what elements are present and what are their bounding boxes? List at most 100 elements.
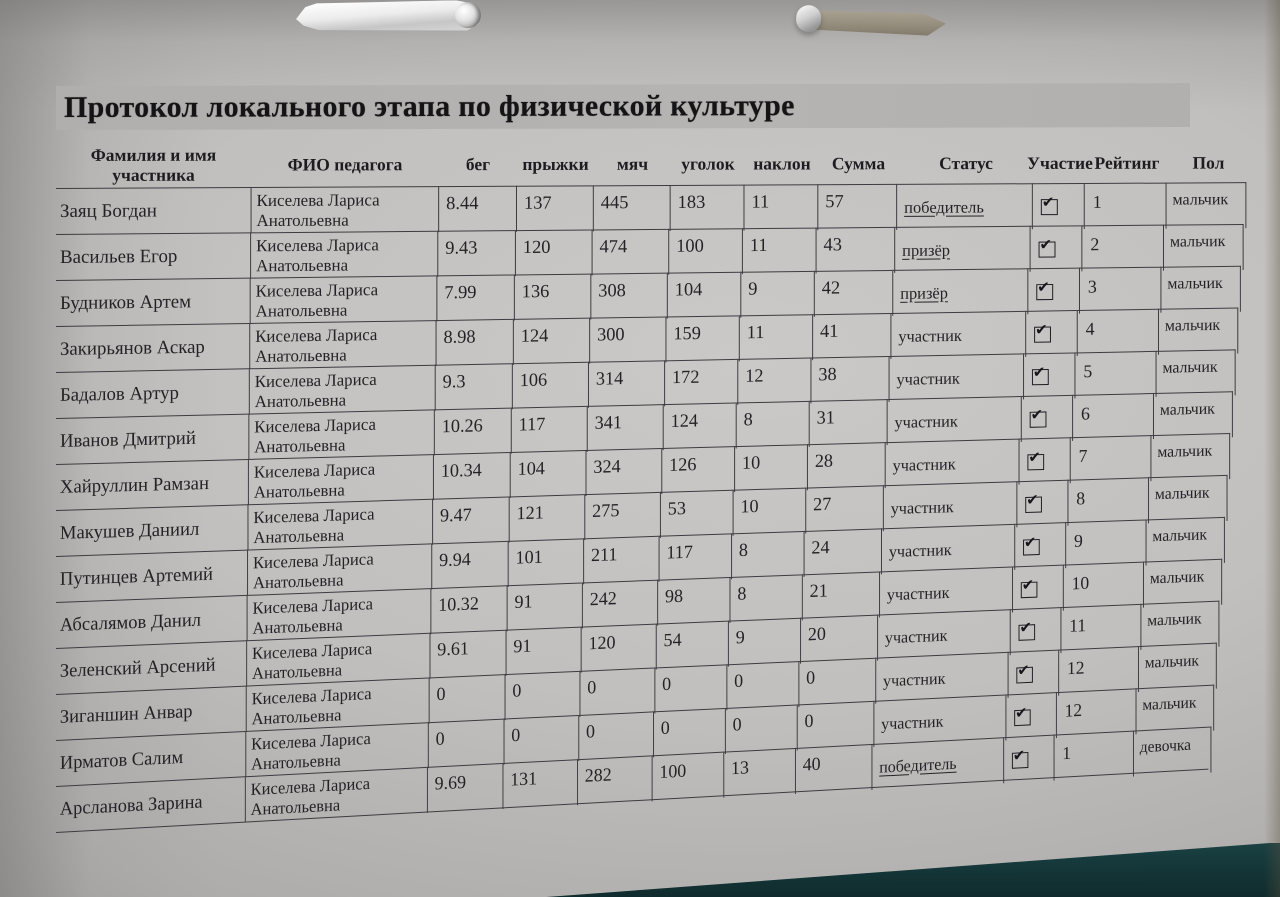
teacher-name: Киселева Лариса Анатольевна (254, 414, 376, 456)
sum-cell: 42 (813, 269, 893, 317)
jumps-cell: 101 (507, 538, 584, 587)
participant-name-cell: Васильев Егор (56, 232, 251, 280)
corner-value: 126 (669, 455, 697, 476)
bend-cell: 9 (727, 617, 801, 667)
teacher-cell: Киселева Лариса Анатольевна (250, 230, 438, 279)
run-value: 9.47 (439, 505, 472, 527)
gender-cell: мальчик (1157, 307, 1239, 355)
status-text: участник (892, 453, 956, 475)
rating-value: 1 (1062, 742, 1071, 764)
ball-value: 314 (595, 369, 624, 390)
teacher-name: Киселева Лариса Анатольевна (252, 549, 374, 592)
sum-cell: 27 (805, 485, 883, 534)
binder-clip-right (795, 4, 946, 43)
participant-name-cell: Макушев Даниил (56, 504, 248, 556)
run-value: 9.3 (442, 372, 466, 393)
document-title-bar: Протокол локального этапа по физической … (56, 83, 1190, 130)
checkbox-checked-icon: ✔ (1018, 618, 1036, 641)
rating-cell: 4 (1076, 308, 1158, 357)
participation-cell: ✔ (1011, 564, 1063, 613)
checkbox-checked-icon: ✔ (1040, 193, 1058, 215)
participation-cell: ✔ (1016, 479, 1068, 528)
jumps-value: 0 (512, 681, 522, 702)
participant-name-cell: Заяц Богдан (56, 187, 251, 234)
sum-value: 0 (806, 668, 816, 689)
status-cell: призёр (892, 268, 1028, 316)
participant-name-cell: Бадалов Артур (56, 368, 249, 418)
ball-cell: 300 (589, 316, 666, 364)
run-value: 10.26 (441, 416, 483, 438)
bend-value: 11 (749, 235, 768, 257)
participation-cell: ✔ (1018, 437, 1070, 485)
teacher-name: Киселева Лариса Анатольевна (251, 683, 372, 728)
sum-cell: 43 (815, 226, 895, 274)
column-header-label: Рейтинг (1094, 152, 1160, 173)
bend-value: 8 (743, 410, 753, 431)
jumps-cell: 0 (503, 715, 579, 765)
sum-value: 21 (809, 581, 828, 603)
status-cell: участник (888, 353, 1024, 403)
participant-name: Будников Артем (59, 290, 192, 314)
bend-cell: 0 (726, 661, 799, 711)
ball-cell: 474 (591, 228, 669, 276)
bend-cell: 8 (731, 530, 804, 580)
bend-cell: 10 (734, 444, 807, 493)
sum-value: 40 (802, 754, 821, 776)
jumps-cell: 117 (510, 405, 587, 454)
column-header-8: Статус (898, 140, 1034, 186)
check-mark-icon: ✔ (1024, 532, 1037, 552)
participation-cell: ✔ (1014, 522, 1066, 570)
ball-cell: 445 (592, 185, 670, 232)
bend-value: 11 (746, 322, 765, 344)
jumps-cell: 124 (512, 317, 590, 365)
status-text: победитель (879, 753, 957, 777)
participant-name-cell: Абсалямов Данил (56, 594, 247, 648)
sum-cell: 21 (801, 571, 880, 621)
status-text: участник (883, 668, 946, 690)
jumps-cell: 137 (515, 185, 593, 232)
status-text: участник (888, 539, 952, 561)
gender-value: мальчик (1157, 442, 1213, 461)
ball-value: 0 (587, 678, 597, 699)
teacher-name: Киселева Лариса Анатольевна (256, 190, 380, 230)
column-header-label: Сумма (831, 153, 886, 174)
bend-value: 0 (732, 715, 742, 736)
column-header-label: Фамилия и имя участника (90, 144, 217, 185)
check-mark-icon: ✔ (1019, 617, 1032, 637)
column-header-label: прыжки (522, 153, 589, 174)
ball-value: 0 (586, 722, 596, 743)
participant-name: Зеленский Арсений (59, 654, 216, 682)
sum-value: 28 (814, 451, 834, 472)
participation-cell: ✔ (1020, 394, 1073, 443)
bend-value: 13 (731, 758, 749, 780)
gender-cell: мальчик (1147, 474, 1228, 524)
table-header-row: Фамилия и имя участника ФИО педагога бег пр… (56, 140, 1249, 188)
check-mark-icon: ✔ (1012, 745, 1026, 765)
jumps-cell: 131 (502, 759, 578, 810)
participant-name-cell: Путинцев Артемий (56, 549, 248, 602)
sum-value: 27 (813, 494, 832, 516)
status-cell: участник (890, 310, 1026, 359)
column-header-label: ФИО педагога (287, 154, 403, 175)
check-mark-icon: ✔ (1026, 490, 1039, 509)
jumps-cell: 121 (508, 494, 585, 543)
corner-cell: 124 (662, 402, 736, 451)
jumps-cell: 136 (513, 273, 591, 321)
bend-cell: 11 (738, 314, 813, 362)
ball-cell: 282 (577, 755, 652, 806)
gender-cell: мальчик (1155, 349, 1236, 397)
check-mark-icon: ✔ (1039, 235, 1053, 254)
run-value: 7.99 (444, 282, 477, 304)
jumps-value: 104 (517, 459, 545, 480)
gender-value: мальчик (1169, 233, 1226, 251)
teacher-cell: Киселева Лариса Анатольевна (249, 275, 437, 324)
jumps-cell: 91 (505, 626, 581, 676)
column-header-label: бег (465, 154, 491, 175)
ball-value: 324 (593, 457, 621, 478)
teacher-name: Киселева Лариса Анатольевна (253, 459, 376, 502)
sum-value: 31 (816, 408, 835, 429)
ball-cell: 0 (578, 711, 654, 762)
participant-name: Арсланова Зарина (59, 790, 203, 820)
run-cell: 9.47 (432, 496, 509, 545)
sum-cell: 0 (796, 700, 874, 751)
